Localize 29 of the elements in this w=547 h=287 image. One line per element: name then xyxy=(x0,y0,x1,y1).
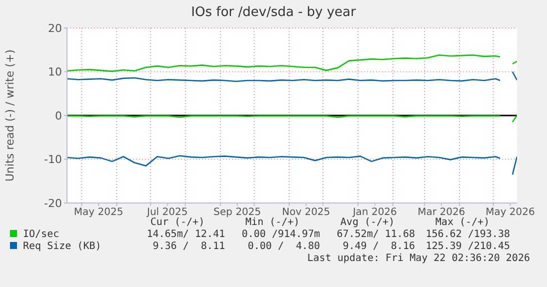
text: Avg (-/+) xyxy=(339,217,396,229)
x-tick-label: Nov 2025 xyxy=(282,207,330,218)
x-tick-label: Sep 2025 xyxy=(214,207,262,218)
x-tick-label: Jan 2026 xyxy=(352,207,397,218)
text: 125.39 /210.45 xyxy=(424,241,510,253)
text: 67.52m/ 11.68 xyxy=(336,229,415,241)
x-tick-label: May 2026 xyxy=(486,207,535,218)
x-tick-label: Mar 2026 xyxy=(418,207,466,218)
chart-title: IOs for /dev/sda - by year xyxy=(190,5,357,20)
text: Max (-/+) xyxy=(434,217,490,229)
text: 9.36 / 8.11 xyxy=(152,241,225,253)
text: Min (-/+) xyxy=(244,217,301,229)
x-tick-label: May 2025 xyxy=(74,207,124,218)
y-tick-label: 0 xyxy=(55,109,62,122)
y-tick-label: -10 xyxy=(44,153,62,166)
legend-label: IO/sec xyxy=(22,229,60,241)
text: 0.00 / 4.80 xyxy=(246,241,320,253)
y-tick-label: -20 xyxy=(44,196,62,210)
text: 14.65m/ 12.41 xyxy=(146,229,225,241)
legend-label: Req Size (KB) xyxy=(22,241,102,253)
text: 156.62 /193.38 xyxy=(424,229,510,241)
x-tick-label: Jul 2025 xyxy=(146,207,188,218)
text: 0.00 /914.97m xyxy=(240,229,320,241)
y-tick-label: 10 xyxy=(48,66,62,79)
text: Cur (-/+) xyxy=(149,217,206,229)
y-tick-label: 20 xyxy=(48,22,62,35)
text: 9.49 / 8.16 xyxy=(342,241,415,253)
text: Last update: Fri May 22 02:36:20 2026 xyxy=(306,253,530,265)
y-axis-title: Units read (-) / write (+) xyxy=(4,49,16,182)
